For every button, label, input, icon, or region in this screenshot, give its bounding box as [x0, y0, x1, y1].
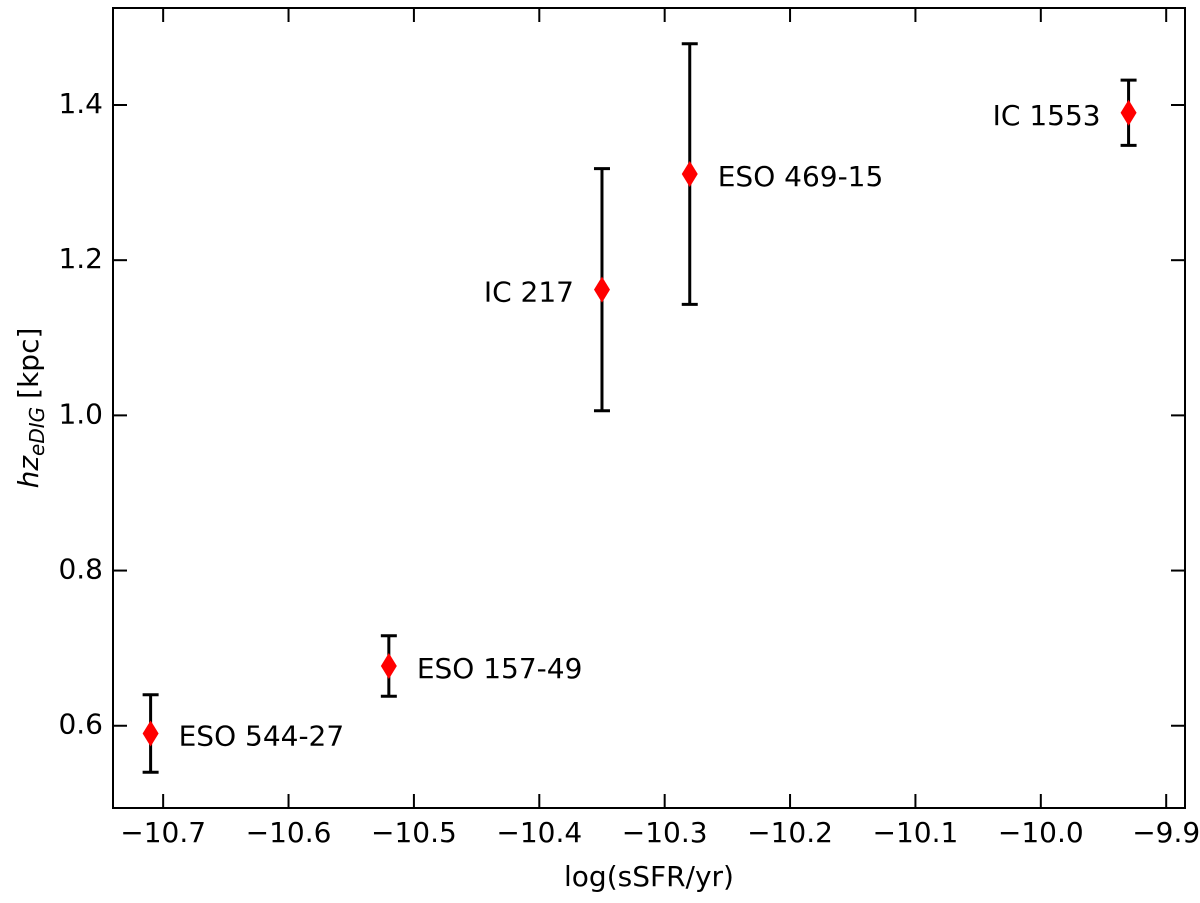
y-tick-label: 0.6 [58, 708, 103, 741]
marker [1120, 99, 1137, 126]
x-tick-label: −10.4 [496, 816, 582, 849]
marker [380, 653, 397, 680]
x-tick-label: −10.6 [246, 816, 332, 849]
y-tick-label: 1.0 [58, 397, 103, 430]
x-tick-label: −9.9 [1132, 816, 1200, 849]
x-tick-label: −10.0 [998, 816, 1084, 849]
point-label: IC 217 [484, 276, 574, 309]
point-label: ESO 157-49 [417, 652, 583, 685]
point-label: ESO 469-15 [718, 160, 884, 193]
x-tick-label: −10.7 [120, 816, 206, 849]
x-tick-label: −10.1 [873, 816, 959, 849]
x-tick-label: −10.2 [747, 816, 833, 849]
y-label-unit: [kpc] [12, 328, 45, 399]
x-axis-label: log(sSFR/yr) [564, 860, 734, 893]
x-tick-label: −10.3 [622, 816, 708, 849]
point-label: ESO 544-27 [179, 720, 345, 753]
plot-frame [112, 7, 1186, 809]
point-label: IC 1553 [993, 99, 1101, 132]
y-label-sub: eDIG [25, 407, 49, 456]
y-tick-label: 1.2 [58, 242, 103, 275]
marker [593, 276, 610, 303]
x-tick-label: −10.5 [371, 816, 457, 849]
y-axis-label: hzeDIG [kpc] [12, 328, 49, 489]
y-tick-label: 0.8 [58, 553, 103, 586]
marker [681, 161, 698, 188]
y-tick-label: 1.4 [58, 87, 103, 120]
marker [142, 720, 159, 747]
y-label-main: hz [12, 455, 45, 489]
